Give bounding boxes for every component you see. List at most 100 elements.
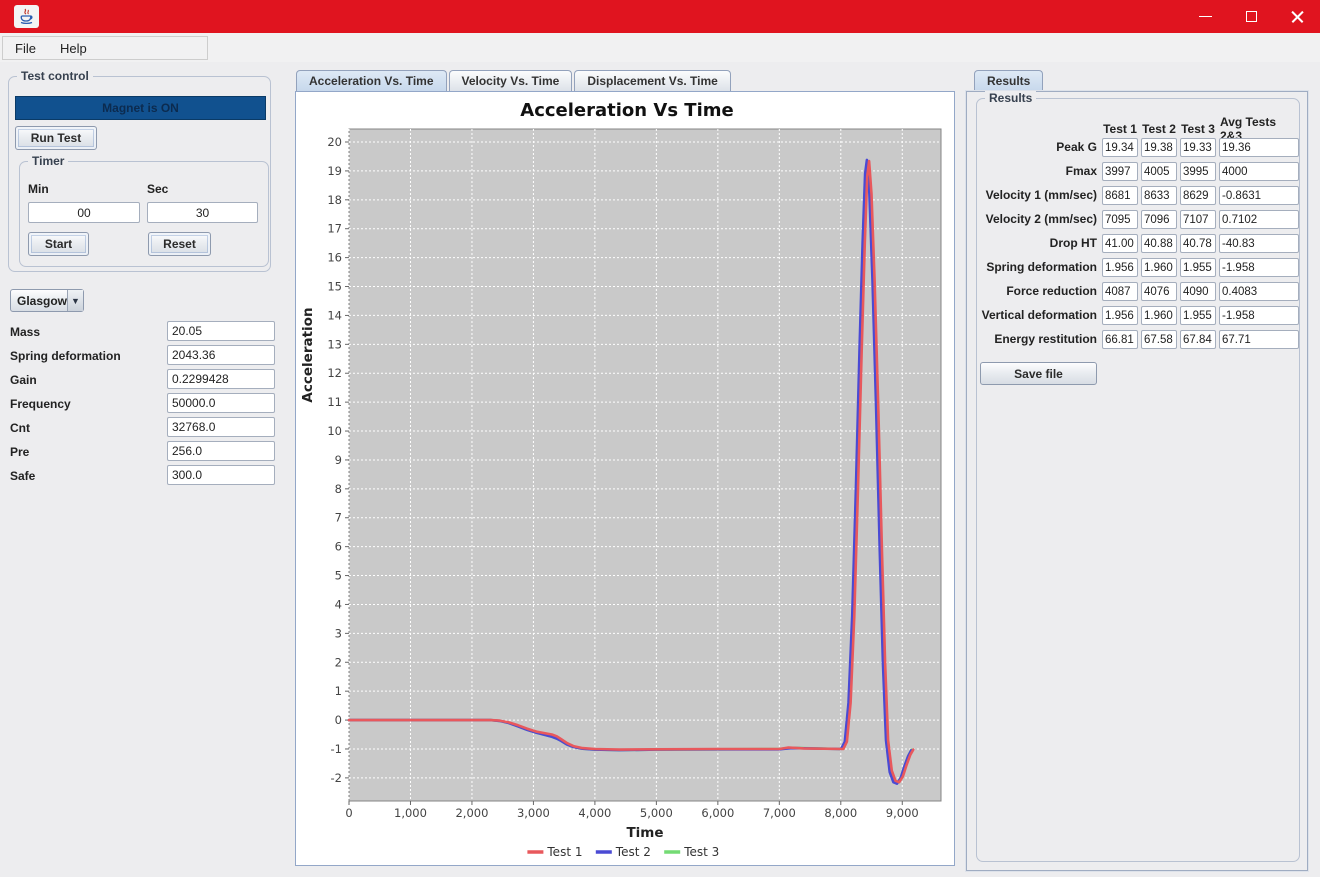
menu-file[interactable]: File xyxy=(15,40,36,56)
result-row-label: Force reduction xyxy=(1006,284,1097,298)
result-value-input[interactable] xyxy=(1180,234,1216,253)
result-value-input[interactable] xyxy=(1180,210,1216,229)
setting-input[interactable] xyxy=(167,441,275,461)
run-test-button[interactable]: Run Test xyxy=(15,126,97,150)
result-value-input[interactable] xyxy=(1219,234,1299,253)
setting-input[interactable] xyxy=(167,321,275,341)
result-value-input[interactable] xyxy=(1102,138,1138,157)
result-value-input[interactable] xyxy=(1102,234,1138,253)
y-tick-label: 1 xyxy=(335,684,342,698)
result-value-input[interactable] xyxy=(1141,162,1177,181)
window-controls xyxy=(1182,0,1320,33)
setting-row: Safe xyxy=(10,464,276,488)
setting-input[interactable] xyxy=(167,369,275,389)
minimize-icon xyxy=(1198,15,1212,18)
tab-acceleration-vs-time[interactable]: Acceleration Vs. Time xyxy=(296,70,447,91)
result-value-input[interactable] xyxy=(1219,306,1299,325)
close-button[interactable] xyxy=(1274,0,1320,33)
test-control-title: Test control xyxy=(17,69,93,83)
result-value-input[interactable] xyxy=(1219,258,1299,277)
result-value-input[interactable] xyxy=(1141,258,1177,277)
result-value-input[interactable] xyxy=(1102,258,1138,277)
result-value-input[interactable] xyxy=(1180,138,1216,157)
result-value-input[interactable] xyxy=(1180,282,1216,301)
preset-combobox[interactable]: Glasgow ▼ xyxy=(10,289,84,312)
x-tick-label: 2,000 xyxy=(455,806,488,820)
timer-title: Timer xyxy=(28,154,69,168)
result-value-input[interactable] xyxy=(1180,306,1216,325)
minimize-button[interactable] xyxy=(1182,0,1228,33)
result-value-input[interactable] xyxy=(1141,234,1177,253)
result-value-input[interactable] xyxy=(1219,186,1299,205)
java-cup-icon xyxy=(20,8,33,25)
results-row: Velocity 1 (mm/sec) xyxy=(979,183,1299,207)
y-tick-label: 8 xyxy=(335,482,342,496)
result-value-input[interactable] xyxy=(1180,186,1216,205)
result-value-input[interactable] xyxy=(1219,210,1299,229)
result-value-input[interactable] xyxy=(1141,282,1177,301)
x-tick-label: 5,000 xyxy=(640,806,673,820)
result-value-input[interactable] xyxy=(1141,186,1177,205)
tab-results[interactable]: Results xyxy=(974,70,1044,91)
y-tick-label: 6 xyxy=(335,540,342,554)
settings-fields: Mass Spring deformation Gain Frequency C… xyxy=(10,320,276,488)
results-column-header: Test 1 xyxy=(1103,122,1137,136)
setting-input[interactable] xyxy=(167,417,275,437)
result-value-input[interactable] xyxy=(1219,282,1299,301)
y-tick-label: 2 xyxy=(335,655,342,669)
result-value-input[interactable] xyxy=(1141,210,1177,229)
result-value-input[interactable] xyxy=(1219,138,1299,157)
result-value-input[interactable] xyxy=(1180,258,1216,277)
menu-help[interactable]: Help xyxy=(59,40,87,56)
result-value-input[interactable] xyxy=(1102,282,1138,301)
magnet-status-button[interactable]: Magnet is ON xyxy=(15,96,266,120)
setting-label: Pre xyxy=(10,445,30,459)
result-value-input[interactable] xyxy=(1180,330,1216,349)
results-row: Spring deformation xyxy=(979,255,1299,279)
reset-button[interactable]: Reset xyxy=(148,232,211,256)
results-row: Force reduction xyxy=(979,279,1299,303)
chart-tabs: Acceleration Vs. Time Velocity Vs. Time Di… xyxy=(296,70,731,91)
legend-label: Test 3 xyxy=(683,845,719,859)
result-value-input[interactable] xyxy=(1219,162,1299,181)
result-value-input[interactable] xyxy=(1102,210,1138,229)
results-row: Energy restitution xyxy=(979,327,1299,351)
setting-label: Spring deformation xyxy=(10,349,121,363)
setting-label: Safe xyxy=(10,469,36,483)
x-tick-label: 8,000 xyxy=(824,806,857,820)
result-value-input[interactable] xyxy=(1102,306,1138,325)
start-button[interactable]: Start xyxy=(28,232,89,256)
setting-input[interactable] xyxy=(167,393,275,413)
setting-input[interactable] xyxy=(167,465,275,485)
y-tick-label: 7 xyxy=(335,511,342,525)
setting-label: Cnt xyxy=(10,421,30,435)
sec-input[interactable] xyxy=(147,202,258,223)
y-tick-label: 5 xyxy=(335,569,342,583)
result-value-input[interactable] xyxy=(1141,138,1177,157)
setting-input[interactable] xyxy=(167,345,275,365)
test-control-group: Test control Magnet is ON Run Test Timer… xyxy=(8,69,271,272)
tab-displacement-vs-time[interactable]: Displacement Vs. Time xyxy=(574,70,731,91)
tab-velocity-vs-time[interactable]: Velocity Vs. Time xyxy=(448,70,573,91)
setting-label: Frequency xyxy=(10,397,71,411)
result-value-input[interactable] xyxy=(1102,186,1138,205)
results-group: Results Test 1 Test 2 Test 3 Avg Tests 2&3 … xyxy=(976,91,1300,862)
series-line-test-2 xyxy=(347,158,913,786)
min-input[interactable] xyxy=(28,202,140,223)
result-value-input[interactable] xyxy=(1141,330,1177,349)
result-value-input[interactable] xyxy=(1141,306,1177,325)
maximize-button[interactable] xyxy=(1228,0,1274,33)
java-app-icon xyxy=(14,5,39,28)
save-file-button[interactable]: Save file xyxy=(980,362,1097,385)
x-axis-label: Time xyxy=(626,825,663,841)
y-tick-label: -1 xyxy=(331,742,342,756)
result-value-input[interactable] xyxy=(1102,162,1138,181)
results-column-header: Test 3 xyxy=(1181,122,1215,136)
y-tick-label: 14 xyxy=(327,308,342,322)
result-value-input[interactable] xyxy=(1180,162,1216,181)
result-value-input[interactable] xyxy=(1102,330,1138,349)
result-value-input[interactable] xyxy=(1219,330,1299,349)
x-tick-label: 9,000 xyxy=(886,806,919,820)
y-tick-label: 10 xyxy=(327,424,342,438)
